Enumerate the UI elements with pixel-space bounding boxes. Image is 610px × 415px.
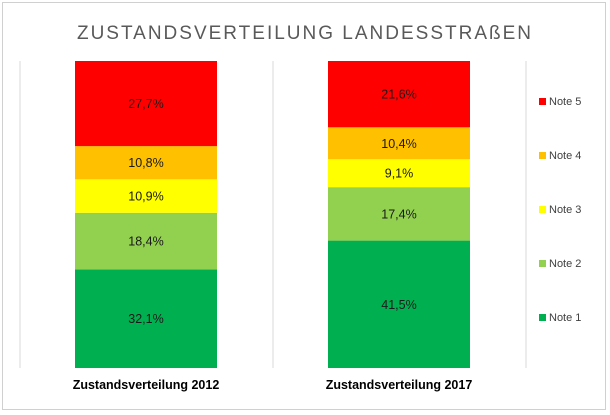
category-labels: Zustandsverteilung 2012 Zustandsverteilun… <box>73 378 473 392</box>
bar-note-3-1 <box>75 179 217 213</box>
bar-note-3-2 <box>328 159 470 188</box>
data-label-note-3-2: 9,1% <box>385 167 414 181</box>
legend-label-note-5: Note 5 <box>549 96 581 108</box>
data-label-note-1-2: 41,5% <box>381 298 416 312</box>
legend-swatch-note-2 <box>539 260 546 267</box>
legend: Note 5 Note 4 Note 3 Note 2 Note 1 <box>539 96 581 324</box>
data-label-note-2-2: 17,4% <box>381 207 416 221</box>
legend-swatch-note-4 <box>539 152 546 159</box>
data-label-note-1-1: 32,1% <box>128 312 163 326</box>
legend-swatch-note-5 <box>539 98 546 105</box>
data-label-note-2-1: 18,4% <box>128 235 163 249</box>
legend-swatch-note-1 <box>539 314 546 321</box>
bar-note-4-1 <box>75 146 217 180</box>
legend-swatch-note-3 <box>539 206 546 213</box>
category-label-1: Zustandsverteilung 2012 <box>73 378 220 392</box>
bar-note-1-1 <box>75 269 217 368</box>
legend-label-note-3: Note 3 <box>549 204 581 216</box>
data-label-note-3-1: 10,9% <box>128 190 163 204</box>
category-label-2: Zustandsverteilung 2017 <box>326 378 473 392</box>
data-label-note-5-2: 21,6% <box>381 88 416 102</box>
bar-note-2-2 <box>328 187 470 241</box>
data-label-note-5-1: 27,7% <box>128 97 163 111</box>
legend-label-note-4: Note 4 <box>549 150 581 162</box>
chart-title: ZUSTANDSVERTEILUNG LANDESSTRAßEN <box>76 23 534 44</box>
data-label-note-4-1: 10,8% <box>128 156 163 170</box>
category-separators <box>19 61 527 368</box>
legend-label-note-1: Note 1 <box>549 312 581 324</box>
data-label-note-4-2: 10,4% <box>381 137 416 151</box>
legend-label-note-2: Note 2 <box>549 258 581 270</box>
bar-note-4-2 <box>328 127 470 160</box>
bar-note-5-1 <box>75 61 217 147</box>
bar-note-1-2 <box>328 240 470 368</box>
bar-stacks: 32,1% 18,4% 10,9% 10,8% 27,7% 41,5% 17,4% 9,1% 1… <box>75 61 470 368</box>
bar-note-2-1 <box>75 212 217 270</box>
bar-note-5-2 <box>328 61 470 128</box>
